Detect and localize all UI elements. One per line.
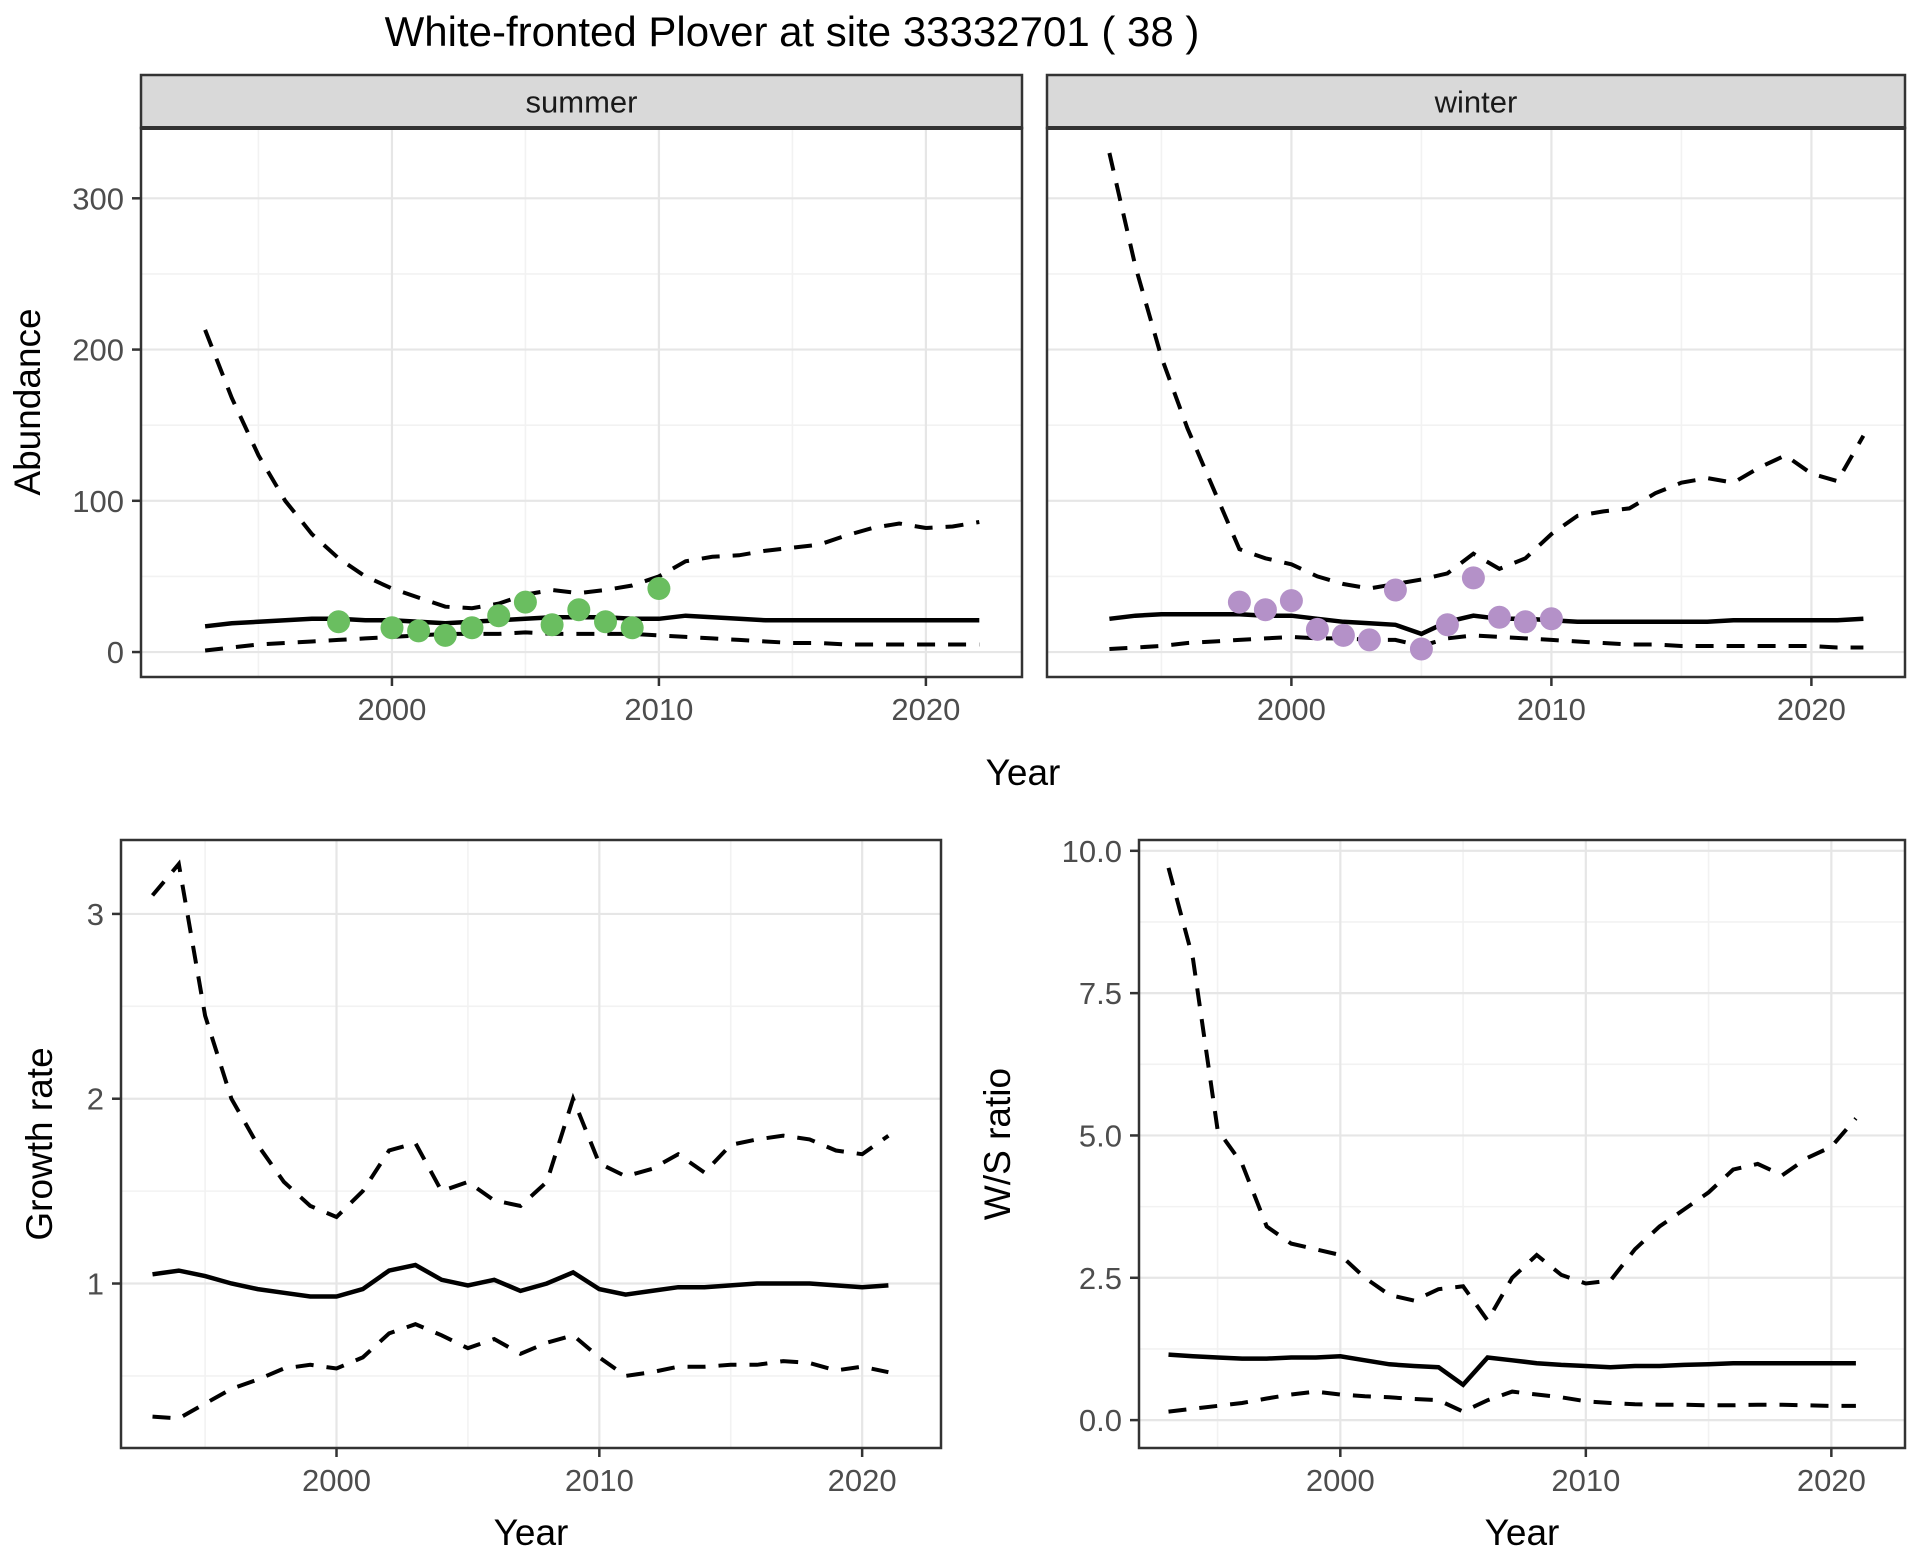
growth-axis-title: Growth rate (19, 1047, 60, 1240)
panel-growth: 2000 2010 2020 1 2 3 (87, 838, 943, 1498)
panel-ws: 2000 2010 2020 0.0 2.5 5.0 7.5 10.0 (1062, 834, 1907, 1498)
x-tick-label: 2020 (1777, 692, 1846, 727)
winter-observations-point (1383, 578, 1407, 602)
summer-observations-point (594, 610, 617, 634)
x-tick-label: 2010 (1551, 1463, 1620, 1498)
summer-observations-point (327, 610, 351, 634)
winter-observations-point (1227, 590, 1251, 614)
x-tick-label: 2010 (624, 692, 693, 727)
summer-observations-point (487, 604, 511, 628)
summer-observations-point (460, 616, 484, 640)
y-tick-label: 5.0 (1079, 1118, 1122, 1153)
abundance-axis-title: Abundance (7, 308, 48, 495)
ws-axis-title: W/S ratio (977, 1068, 1018, 1220)
summer-observations-point (407, 619, 431, 643)
x-tick-label: 2000 (1257, 692, 1326, 727)
growth-upper_95ci-line (150, 859, 890, 1220)
summer-upper_95ci-line (203, 329, 980, 611)
x-tick-label: 2020 (891, 692, 960, 727)
winter-observations-point (1305, 617, 1329, 641)
y-tick-label: 0.0 (1079, 1403, 1122, 1438)
x-tick-label: 2010 (1517, 692, 1586, 727)
y-tick-label: 100 (72, 484, 124, 519)
facet-strip-label-winter: winter (1434, 85, 1518, 120)
winter-observations-point (1409, 637, 1433, 661)
winter-median-line (1109, 611, 1864, 637)
winter-upper_95ci-line (1107, 152, 1866, 591)
x-tick-label: 2000 (1306, 1463, 1375, 1498)
y-tick-label: 0 (107, 635, 124, 670)
y-tick-label: 7.5 (1079, 976, 1122, 1011)
x-tick-label: 2020 (1797, 1463, 1866, 1498)
summer-lower_95ci-line (204, 630, 980, 653)
panel-border (1137, 838, 1907, 1450)
winter-observations-point (1487, 605, 1511, 629)
growth-median-line (152, 1262, 889, 1299)
panel-border (119, 838, 943, 1450)
x-tick-label: 2000 (357, 692, 426, 727)
top-x-axis-title: Year (986, 752, 1061, 793)
facet-strip-label-summer: summer (526, 85, 638, 120)
summer-observations-point (647, 577, 671, 600)
y-tick-label: 3 (87, 897, 104, 932)
summer-observations-point (620, 616, 644, 640)
x-tick-label: 2020 (828, 1463, 897, 1498)
ws-x-axis-title: Year (1485, 1512, 1560, 1553)
plot-title: White-fronted Plover at site 33332701 ( … (384, 8, 1200, 55)
y-tick-label: 200 (72, 333, 124, 368)
summer-observations-point (380, 616, 404, 640)
y-tick-label: 10.0 (1062, 834, 1122, 869)
y-tick-label: 2 (87, 1082, 104, 1117)
winter-observations-point (1539, 607, 1563, 631)
x-tick-label: 2010 (565, 1463, 634, 1498)
growth-x-axis-title: Year (494, 1512, 569, 1553)
y-tick-label: 1 (87, 1267, 104, 1302)
summer-observations-point (540, 613, 564, 637)
ws-median-line (1168, 1352, 1856, 1388)
summer-observations-point (433, 623, 457, 647)
facet-strip-winter (1045, 73, 1907, 130)
winter-observations-point (1253, 598, 1277, 622)
winter-observations-point (1357, 628, 1381, 652)
summer-observations-point (513, 590, 537, 614)
facet-strip-summer (139, 73, 1024, 130)
winter-observations-point (1513, 610, 1537, 634)
y-tick-label: 300 (72, 181, 124, 216)
y-tick-label: 2.5 (1079, 1261, 1122, 1296)
winter-observations-point (1331, 623, 1355, 647)
ws-upper_95ci-line (1166, 867, 1858, 1325)
ws-lower_95ci-line (1168, 1389, 1856, 1414)
winter-observations-point (1461, 566, 1485, 590)
summer-observations-point (567, 598, 591, 622)
x-tick-label: 2000 (302, 1463, 371, 1498)
growth-lower_95ci-line (152, 1322, 889, 1421)
panel-winter: winter 2000 2010 2020 (1045, 73, 1907, 727)
winter-observations-point (1279, 589, 1303, 613)
winter-observations-point (1435, 613, 1459, 637)
winter-lower_95ci-line (1109, 633, 1864, 651)
panel-summer: summer 2000 2010 2020 0 100 200 300 (72, 73, 1024, 727)
